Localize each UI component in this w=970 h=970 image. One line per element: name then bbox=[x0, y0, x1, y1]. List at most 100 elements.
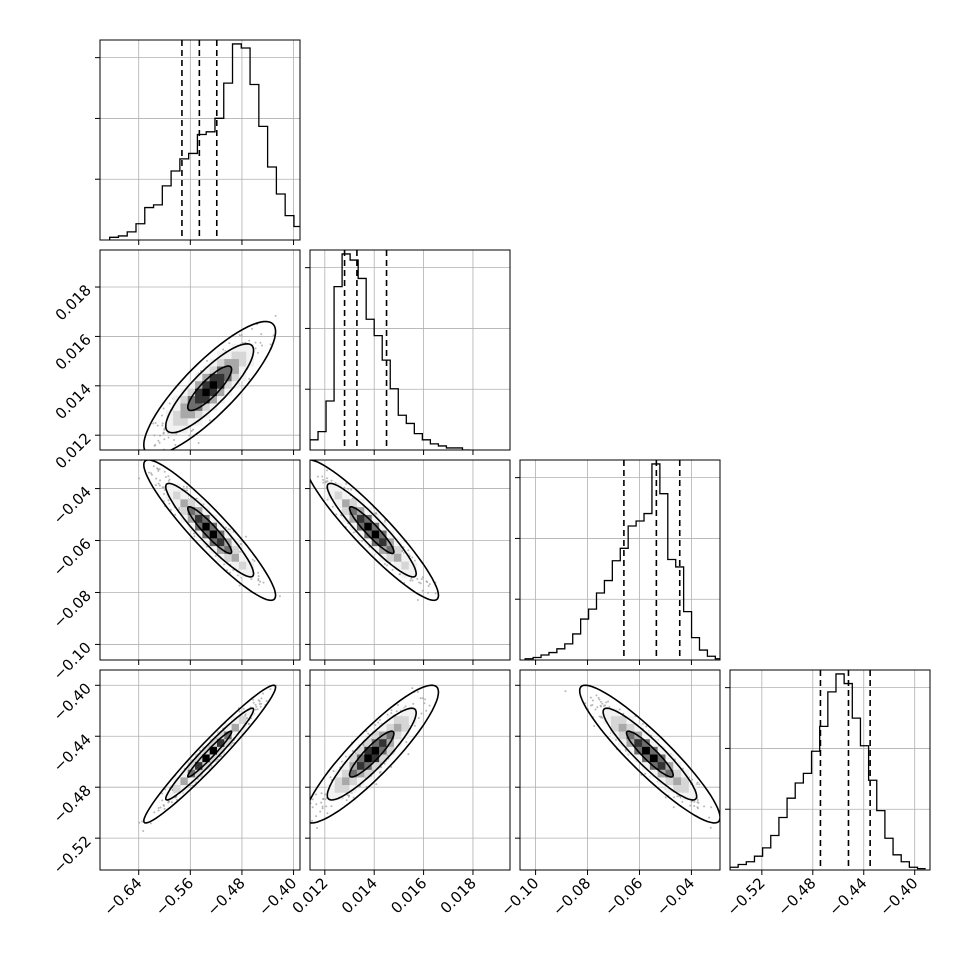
contour-level-0 bbox=[187, 730, 233, 778]
density-cell bbox=[342, 777, 350, 786]
sample-point bbox=[584, 702, 587, 705]
hist-bar bbox=[763, 848, 771, 870]
density-cell bbox=[386, 715, 395, 724]
sample-point bbox=[693, 805, 696, 808]
sample-point bbox=[256, 351, 259, 354]
density-cell bbox=[688, 792, 698, 801]
sample-point bbox=[681, 800, 684, 803]
hist-bar bbox=[136, 224, 145, 240]
sample-point bbox=[305, 481, 307, 483]
sample-point bbox=[157, 469, 160, 472]
density-cell bbox=[246, 351, 254, 360]
sample-point bbox=[346, 794, 349, 797]
density-cell bbox=[364, 738, 373, 747]
density-cell bbox=[649, 746, 659, 755]
density-cell bbox=[202, 403, 211, 411]
sample-point bbox=[603, 704, 606, 707]
sample-point bbox=[159, 806, 162, 809]
panel-frame-0-0 bbox=[99, 39, 301, 241]
hist-bar bbox=[803, 773, 811, 870]
grid-lines-1-1 bbox=[310, 250, 510, 450]
contour-level-2 bbox=[142, 460, 277, 602]
density-cell bbox=[364, 754, 373, 763]
density-cell bbox=[642, 746, 651, 755]
density-cell bbox=[364, 522, 373, 531]
sample-point bbox=[703, 805, 706, 808]
density-cell bbox=[642, 754, 651, 763]
sample-point bbox=[161, 486, 164, 489]
density-cell bbox=[334, 792, 343, 801]
density-cell bbox=[209, 738, 218, 747]
sample-point bbox=[375, 511, 378, 514]
density-cell bbox=[408, 561, 417, 570]
contour-level-2 bbox=[310, 684, 440, 824]
sample-point bbox=[396, 703, 399, 706]
density-cell bbox=[187, 498, 196, 508]
sample-point bbox=[257, 699, 260, 702]
sample-point bbox=[607, 700, 610, 703]
density-cell bbox=[327, 483, 336, 492]
density-cell bbox=[401, 715, 410, 724]
density-cell bbox=[356, 754, 365, 763]
sample-point bbox=[644, 772, 647, 775]
density-cell bbox=[238, 343, 247, 352]
contour-level-1 bbox=[602, 707, 698, 801]
sample-point bbox=[163, 470, 166, 473]
x-tick-label: −0.40 bbox=[255, 874, 300, 919]
sample-point bbox=[329, 776, 332, 779]
sample-point bbox=[159, 434, 162, 437]
sample-point bbox=[251, 558, 254, 561]
density-cell bbox=[342, 761, 350, 770]
sample-point bbox=[605, 701, 608, 704]
density-cell bbox=[393, 561, 402, 570]
sample-point bbox=[361, 539, 364, 542]
sample-point bbox=[210, 764, 213, 767]
sample-point bbox=[174, 513, 177, 516]
density-cell bbox=[195, 754, 203, 763]
density-cell bbox=[180, 395, 189, 404]
density-cell bbox=[673, 761, 682, 770]
density-cell bbox=[386, 530, 395, 539]
sample-point bbox=[598, 715, 601, 718]
density-cell bbox=[408, 569, 417, 578]
hist-bar bbox=[692, 638, 700, 660]
hist-bar bbox=[342, 254, 350, 450]
sample-point bbox=[257, 571, 260, 574]
hist-bar bbox=[541, 655, 549, 660]
hist-bar bbox=[358, 278, 366, 450]
density-cell bbox=[238, 373, 247, 382]
sample-point bbox=[402, 551, 405, 554]
hist-bar bbox=[754, 856, 762, 870]
hist-bar bbox=[636, 521, 644, 660]
sample-point bbox=[593, 724, 596, 727]
hist-bar bbox=[549, 653, 557, 660]
density-cell bbox=[202, 388, 211, 397]
sample-point bbox=[265, 699, 268, 702]
sample-point bbox=[241, 341, 244, 344]
sample-point bbox=[344, 755, 347, 758]
sample-point bbox=[238, 334, 241, 337]
contour-level-2 bbox=[142, 320, 277, 450]
sample-point bbox=[425, 580, 428, 583]
density-cell bbox=[371, 738, 380, 747]
sample-point bbox=[696, 806, 699, 809]
sample-point bbox=[311, 806, 314, 809]
sample-point bbox=[192, 532, 195, 535]
sample-point bbox=[163, 486, 166, 489]
sample-point bbox=[258, 702, 261, 705]
density-cell bbox=[238, 358, 247, 367]
density-cell bbox=[349, 754, 358, 763]
hist-bar bbox=[746, 862, 754, 870]
sample-point bbox=[162, 492, 165, 495]
density-cell bbox=[649, 738, 659, 747]
sample-point bbox=[157, 807, 160, 810]
y-tick-label: 0.012 bbox=[52, 429, 95, 472]
sample-point bbox=[664, 796, 667, 799]
density-cell bbox=[195, 388, 203, 397]
sample-point bbox=[259, 705, 262, 708]
density-cell bbox=[195, 506, 203, 515]
sample-point bbox=[599, 704, 602, 707]
hist-bar bbox=[145, 208, 154, 240]
x-tick-label: 0.016 bbox=[387, 874, 430, 917]
sample-point bbox=[416, 577, 419, 580]
